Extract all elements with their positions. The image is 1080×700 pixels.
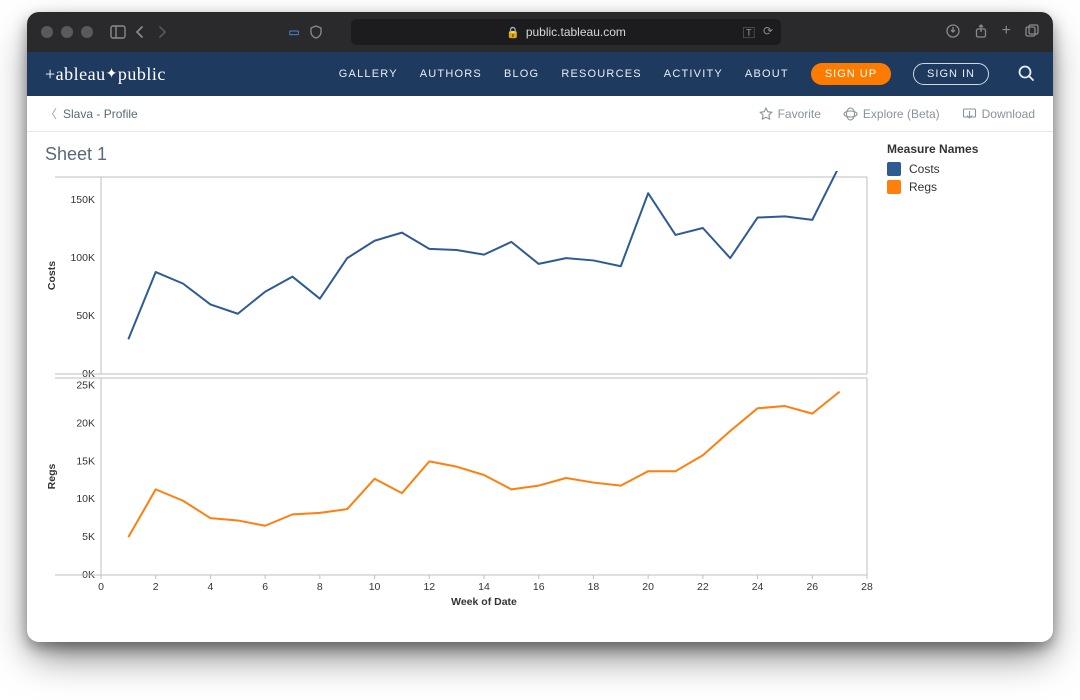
svg-text:10K: 10K [76,493,95,505]
legend-item[interactable]: Regs [887,178,1037,196]
svg-text:12: 12 [423,581,435,593]
tracking-icon[interactable]: ▭ [283,25,305,39]
svg-text:16: 16 [533,581,545,593]
shield-icon[interactable] [305,25,327,39]
legend-label: Costs [909,160,940,178]
share-icon[interactable] [974,24,988,41]
tabs-icon[interactable] [1025,24,1039,41]
svg-text:28: 28 [861,581,873,593]
svg-text:20K: 20K [76,417,95,429]
close-dot[interactable] [41,26,53,38]
url-host: public.tableau.com [526,25,626,39]
nav-authors[interactable]: AUTHORS [420,68,482,80]
svg-text:25K: 25K [76,380,95,392]
newtab-icon[interactable]: + [1002,24,1011,41]
breadcrumb[interactable]: Slava - Profile [63,107,138,121]
nav-forward-icon[interactable] [151,25,173,39]
nav-resources[interactable]: RESOURCES [561,68,641,80]
svg-text:2: 2 [153,581,159,593]
reader-icon[interactable]: 🅃 [743,24,755,41]
logo[interactable]: +ableau✦public [45,64,166,85]
nav-blog[interactable]: BLOG [504,68,539,80]
nav-links: GALLERY AUTHORS BLOG RESOURCES ACTIVITY … [339,63,1035,85]
max-dot[interactable] [81,26,93,38]
svg-text:10: 10 [369,581,381,593]
svg-text:20: 20 [642,581,654,593]
signin-button[interactable]: SIGN IN [913,63,989,85]
svg-text:150K: 150K [70,194,95,206]
svg-text:50K: 50K [76,310,95,322]
svg-text:Regs: Regs [46,464,58,490]
traffic-lights [27,26,107,38]
content-area: Sheet 1 0K50K100K150KCosts0K5K10K15K20K2… [27,132,1053,642]
download-button[interactable]: Download [962,107,1035,121]
signup-button[interactable]: SIGN UP [811,63,891,85]
legend-title: Measure Names [887,142,1037,156]
browser-window: ▭ 🔒 public.tableau.com 🅃 ⟳ + +ableau✦pub… [27,12,1053,642]
legend: Measure Names CostsRegs [887,140,1037,642]
svg-text:6: 6 [262,581,268,593]
legend-swatch [887,180,901,194]
sub-bar: 〈 Slava - Profile Favorite Explore (Beta… [27,96,1053,132]
svg-text:4: 4 [208,581,214,593]
download-icon [962,107,977,121]
search-icon[interactable] [1017,64,1035,85]
svg-text:24: 24 [752,581,764,593]
chart: 0K50K100K150KCosts0K5K10K15K20K25KRegs02… [43,171,887,642]
site-header: +ableau✦public GALLERY AUTHORS BLOG RESO… [27,52,1053,96]
nav-about[interactable]: ABOUT [745,68,789,80]
legend-label: Regs [909,178,937,196]
browser-chrome: ▭ 🔒 public.tableau.com 🅃 ⟳ + [27,12,1053,52]
svg-text:22: 22 [697,581,709,593]
sheet-title: Sheet 1 [43,140,887,171]
legend-item[interactable]: Costs [887,160,1037,178]
svg-text:0: 0 [98,581,104,593]
nav-activity[interactable]: ACTIVITY [664,68,723,80]
nav-back-icon[interactable] [129,25,151,39]
svg-text:5K: 5K [82,531,95,543]
svg-text:18: 18 [588,581,600,593]
min-dot[interactable] [61,26,73,38]
favorite-button[interactable]: Favorite [759,107,821,121]
explore-button[interactable]: Explore (Beta) [843,107,940,121]
sidebar-toggle-icon[interactable] [107,25,129,39]
reload-icon[interactable]: ⟳ [763,24,773,41]
downloads-icon[interactable] [946,24,960,41]
explore-icon [843,107,858,121]
nav-gallery[interactable]: GALLERY [339,68,398,80]
svg-text:8: 8 [317,581,323,593]
svg-text:15K: 15K [76,455,95,467]
legend-swatch [887,162,901,176]
svg-text:Costs: Costs [46,261,58,290]
breadcrumb-back-icon[interactable]: 〈 [45,105,57,122]
svg-text:Week of Date: Week of Date [451,596,517,608]
svg-text:14: 14 [478,581,490,593]
star-icon [759,107,773,121]
address-bar[interactable]: 🔒 public.tableau.com 🅃 ⟳ [351,19,781,45]
svg-text:26: 26 [806,581,818,593]
lock-icon: 🔒 [506,26,520,39]
svg-text:100K: 100K [70,252,95,264]
